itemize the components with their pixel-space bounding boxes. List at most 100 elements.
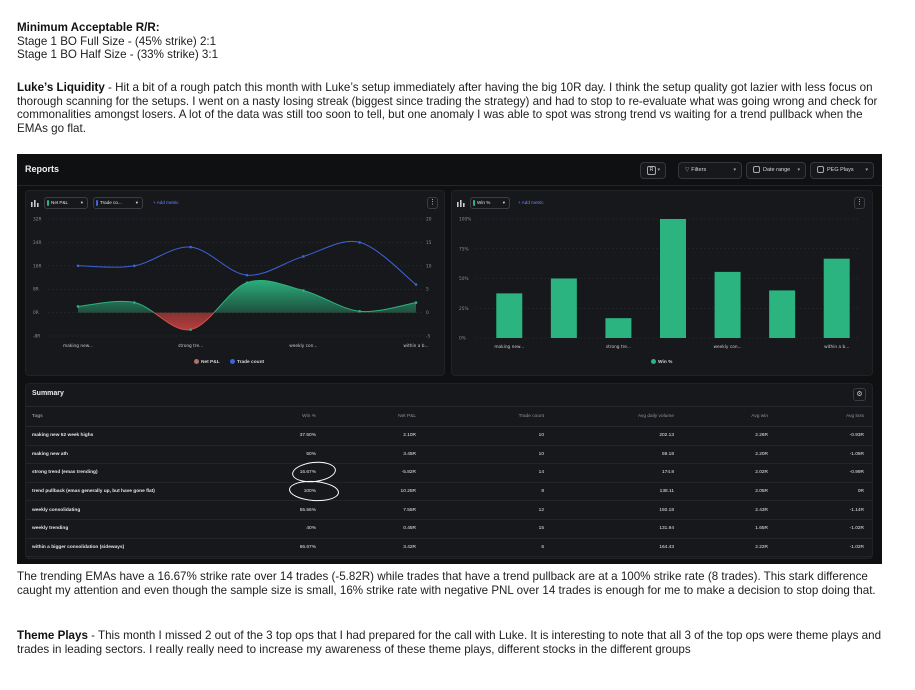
chevron-down-icon: ▾ [797,167,800,173]
col-avg-loss[interactable]: Avg loss [776,406,872,427]
cell-avg-loss: 0R [776,482,872,502]
calendar-icon [753,166,760,174]
y-tick: 100% [459,217,471,223]
col-avg-daily-volume[interactable]: Avg daily volume [552,406,682,427]
date-range-button[interactable]: Date range ▾ [746,162,806,179]
series-color-marker [47,200,49,206]
cell-avg-daily-volume: 59.18 [552,445,682,465]
metric-chip-trade-count[interactable]: Trade co... ▾ [93,197,143,209]
cell-net-pnl: 3.42R [324,538,424,558]
col-net-pnl[interactable]: Net P&L [324,406,424,427]
pnl-point [414,301,418,304]
series-color-marker [473,200,475,206]
trade-count-point [358,241,361,244]
cell-avg-loss: -1.14R [776,500,872,520]
summary-table-body: making new 52 week highs 37.50% 2.10R 10 202… [26,426,872,558]
y-right-tick: 10 [426,263,432,269]
y-right-tick: 5 [426,287,429,293]
table-row[interactable]: making new ath 50% 3.45R 10 59.18 2.20R -1.05R [26,445,872,465]
metric-chip-win-pct[interactable]: Win % ▾ [470,197,510,209]
trade-count-point [302,255,305,258]
chevron-down-icon: ▾ [80,200,83,205]
add-metric-link[interactable]: + Add metric [518,200,544,205]
add-metric-link[interactable]: + Add metric [153,200,179,205]
plays-selector[interactable]: PEG Plays ▾ [810,162,874,179]
gear-icon[interactable]: ⚙ [853,388,866,401]
col-avg-win[interactable]: Avg win [682,406,776,427]
cell-win-pct: 16.67% [276,463,324,483]
cell-tag: weekly trending [26,519,276,539]
cell-win-pct: 37.50% [276,426,324,446]
table-row[interactable]: weekly trending 40% 0.45R 15 131.94 1.65R -1.0… [26,519,872,539]
legend-net-pnl: Net P&L [201,359,220,365]
filters-button[interactable]: ▽ Filters ▾ [678,162,742,179]
chevron-down-icon: ▾ [865,167,868,173]
cell-avg-win: 2.20R [682,445,776,465]
theme-body: - This month I missed 2 out of the 3 top… [17,629,882,656]
liquidity-heading: Luke’s Liquidity [17,81,105,94]
y-tick: 25% [459,306,469,312]
cell-win-pct: 100% [276,482,324,502]
series-color-marker [96,200,98,206]
cell-avg-win: 2.05R [682,482,776,502]
date-range-label: Date range [763,167,791,173]
more-options-icon[interactable]: ⋮ [427,197,438,209]
cell-avg-win: 2.22R [682,538,776,558]
cell-avg-win: 2.43R [682,500,776,520]
cell-net-pnl: -5.82R [324,463,424,483]
win-pct-bar [769,290,796,338]
summary-table: Tags Win % Net P&L Trade count Avg daily… [26,406,872,558]
bar-chart-legend: Win % [651,359,672,365]
win-pct-bar [660,219,686,338]
table-row[interactable]: within a bigger consolidation (sideways)… [26,538,872,558]
table-row[interactable]: strong trend (emas trending) 16.67% -5.82R… [26,463,872,483]
pnl-trade-count-panel: Net P&L ▾ Trade co... ▾ + Add metric ⋮ 3… [25,190,445,376]
more-options-icon[interactable]: ⋮ [854,197,865,209]
cell-trade-count: 14 [424,463,552,483]
cell-avg-daily-volume: 150.18 [552,500,682,520]
trade-count-point [76,264,80,268]
x-tick: strong tre... [178,343,203,349]
cell-avg-daily-volume: 131.94 [552,519,682,539]
win-pct-bar [823,258,850,338]
bar-chart-icon [457,200,465,207]
pnl-area-positive [78,280,416,313]
cell-avg-daily-volume: 174.8 [552,463,682,483]
theme-plays-paragraph: Theme Plays - This month I missed 2 out … [17,629,887,656]
y-right-tick: 0 [426,310,429,316]
theme-heading: Theme Plays [17,629,88,642]
cell-trade-count: 6 [424,538,552,558]
y-left-tick: -8R [33,334,40,340]
cell-avg-loss: -1.02R [776,538,872,558]
table-row[interactable]: weekly consolidating 55.56% 7.55R 12 150.18 2… [26,500,872,520]
metric-chip-label: Win % [477,200,491,205]
cell-avg-win: 2.26R [682,426,776,446]
cell-trade-count: 15 [424,519,552,539]
col-tags[interactable]: Tags [26,406,276,427]
table-row[interactable]: trend pullback (emas generally up, but h… [26,482,872,502]
reports-title: Reports [25,164,60,174]
col-trade-count[interactable]: Trade count [424,406,552,427]
metric-chip-net-pnl[interactable]: Net P&L ▾ [44,197,88,209]
x-tick: within a b... [403,343,428,349]
legend-win-pct: Win % [658,359,673,365]
pnl-point [302,289,305,292]
y-left-tick: 8R [33,287,39,293]
r-toggle-button[interactable]: R ▾ [640,162,666,179]
legend-dot-net-pnl [194,359,199,364]
table-row[interactable]: making new 52 week highs 37.50% 2.10R 10 202… [26,426,872,446]
col-win-pct[interactable]: Win % [276,406,324,427]
cell-avg-daily-volume: 202.13 [552,426,682,446]
win-pct-bar [496,293,523,338]
x-tick: strong tre... [606,344,631,350]
cell-avg-win: 2.02R [682,463,776,483]
y-right-tick: -5 [426,334,431,340]
win-pct-bar [550,278,577,338]
cell-tag: weekly consolidating [26,500,276,520]
pnl-point [245,281,249,284]
pnl-point [358,309,361,313]
y-right-tick: 15 [426,240,432,246]
reports-header: Reports R ▾ ▽ Filters ▾ Date range ▾ PEG … [17,154,882,186]
chevron-down-icon: ▾ [135,200,138,205]
cell-net-pnl: 7.55R [324,500,424,520]
